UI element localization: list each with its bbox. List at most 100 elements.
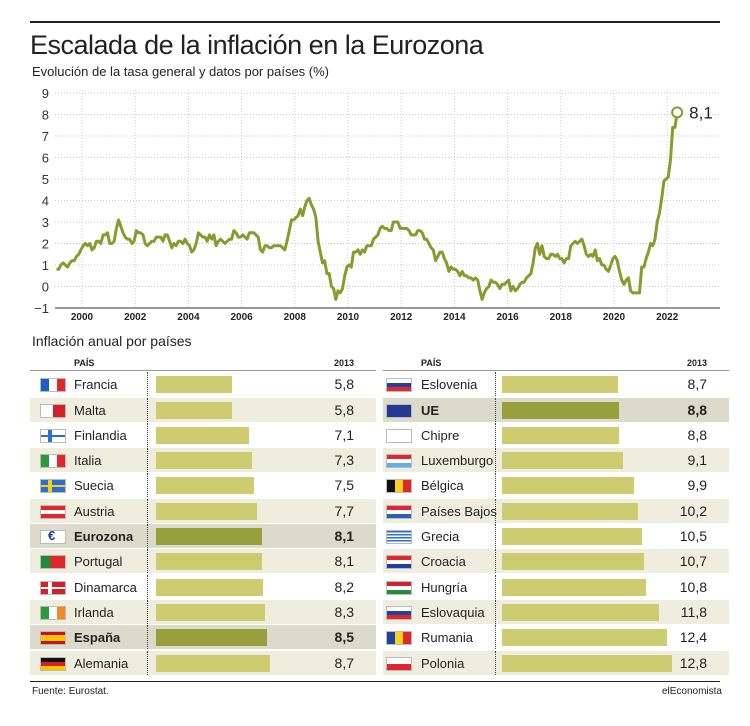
eurozone-inflation-line (56, 112, 679, 301)
country-row: Dinamarca 8,2 (30, 574, 376, 599)
country-value: 12,4 (679, 629, 707, 646)
country-row: Grecia 10,5 (383, 524, 729, 549)
country-value: 8,5 (334, 629, 354, 646)
country-value: 8,1 (334, 553, 354, 570)
x-tick-label: 2010 (337, 312, 360, 323)
flag-se-icon (40, 479, 66, 494)
divider (147, 397, 148, 422)
x-tick-label: 2014 (443, 312, 466, 323)
country-row: España 8,5 (30, 625, 376, 650)
value-bar (156, 376, 232, 394)
country-row: Irlanda 8,3 (30, 599, 376, 624)
country-row: Polonia 12,8 (383, 650, 729, 675)
country-name: Croacia (421, 554, 466, 570)
flag-ie-icon (40, 605, 66, 620)
country-value: 9,1 (687, 452, 707, 469)
value-bar (156, 502, 257, 520)
country-row: Alemania 8,7 (30, 650, 376, 675)
value-bar (502, 578, 646, 596)
flag-de-icon (40, 656, 66, 671)
divider (147, 549, 148, 574)
divider (147, 422, 148, 447)
value-bar (156, 477, 255, 495)
divider (147, 372, 148, 397)
x-tick-label: 2004 (177, 312, 200, 323)
country-value: 5,8 (334, 401, 354, 418)
value-bar (156, 426, 249, 444)
col-year-header: 2013 (686, 358, 707, 368)
value-bar (156, 629, 268, 647)
table-header: PAÍS 2013 (383, 355, 729, 371)
value-bar (156, 401, 232, 419)
divider (147, 498, 148, 523)
country-value: 8,3 (334, 603, 354, 620)
country-name: Chipre (421, 427, 460, 443)
country-row: Austria 7,7 (30, 498, 376, 523)
flag-nl-icon (386, 504, 412, 519)
flag-it-icon (40, 454, 66, 469)
flag-gr-icon (386, 530, 412, 545)
source-note: Fuente: Eurostat. (32, 686, 109, 697)
country-row: Eslovenia 8,7 (383, 372, 729, 397)
flag-at-icon (40, 504, 66, 519)
flag-be-icon (386, 479, 412, 494)
value-bar (502, 654, 673, 672)
country-value: 10,5 (679, 528, 707, 545)
y-tick-label: 0 (42, 280, 49, 295)
country-value: 8,8 (687, 401, 707, 418)
flag-cy-icon (386, 428, 412, 443)
country-name: Alemania (74, 655, 129, 671)
y-tick-label: 4 (42, 194, 49, 209)
country-name: Francia (74, 377, 118, 393)
col-year-header: 2013 (333, 358, 354, 368)
value-bar (502, 629, 667, 647)
x-tick-label: 2022 (656, 312, 679, 323)
y-tick-label: 8 (42, 108, 49, 123)
country-name: Malta (74, 402, 106, 418)
country-row: Italia 7,3 (30, 448, 376, 473)
y-tick-label: 6 (42, 151, 49, 166)
col-country-header: PAÍS (74, 358, 95, 368)
divider (147, 574, 148, 599)
country-value: 7,1 (334, 426, 354, 443)
flag-dk-icon (40, 580, 66, 595)
divider (147, 625, 148, 650)
y-tick-label: 3 (42, 215, 49, 230)
y-tick-label: 7 (42, 129, 49, 144)
flag-hr-icon (386, 555, 412, 570)
country-value: 7,5 (334, 477, 354, 494)
divider (495, 599, 496, 624)
divider (495, 448, 496, 473)
value-bar (502, 452, 623, 470)
page-subtitle: Evolución de la tasa general y datos por… (32, 64, 330, 79)
value-bar (156, 553, 263, 571)
table-section-title: Inflación anual por países (32, 333, 192, 349)
country-row: Croacia 10,7 (383, 549, 729, 574)
country-name: UE (421, 402, 440, 418)
country-name: Eslovaquia (421, 604, 485, 620)
value-bar (156, 603, 265, 621)
x-tick-label: 2000 (71, 312, 94, 323)
divider (495, 422, 496, 447)
value-bar (502, 426, 619, 444)
country-value: 7,7 (334, 502, 354, 519)
value-bar (502, 502, 638, 520)
country-name: Dinamarca (74, 579, 137, 595)
country-name: Finlandia (74, 427, 127, 443)
country-row: Francia 5,8 (30, 372, 376, 397)
country-table-right: PAÍS 2013 Eslovenia 8,7 UE 8,8 Chipre 8,8… (383, 355, 729, 675)
country-name: Luxemburgo (421, 453, 494, 469)
country-row: € Eurozona 8,1 (30, 524, 376, 549)
x-tick-label: 2002 (124, 312, 147, 323)
y-tick-label: −1 (34, 301, 49, 316)
country-row: Bélgica 9,9 (383, 473, 729, 498)
footer-rule (30, 681, 720, 682)
country-value: 8,8 (687, 426, 707, 443)
country-name: Portugal (74, 554, 123, 570)
flag-euro-icon: € (40, 528, 66, 545)
country-value: 10,8 (679, 578, 707, 595)
country-name: Austria (74, 503, 115, 519)
country-row: Malta 5,8 (30, 397, 376, 422)
divider (495, 625, 496, 650)
country-name: Rumania (421, 630, 474, 646)
